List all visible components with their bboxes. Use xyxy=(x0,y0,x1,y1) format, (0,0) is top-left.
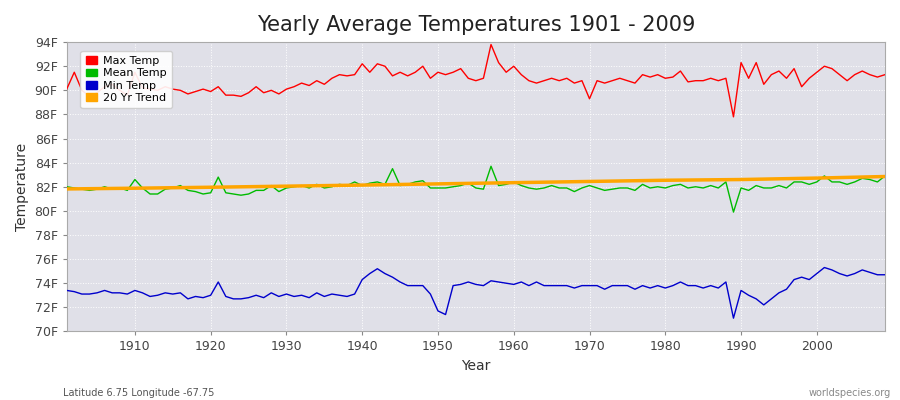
Text: worldspecies.org: worldspecies.org xyxy=(809,388,891,398)
Legend: Max Temp, Mean Temp, Min Temp, 20 Yr Trend: Max Temp, Mean Temp, Min Temp, 20 Yr Tre… xyxy=(80,50,172,108)
Title: Yearly Average Temperatures 1901 - 2009: Yearly Average Temperatures 1901 - 2009 xyxy=(256,15,695,35)
Y-axis label: Temperature: Temperature xyxy=(15,143,29,231)
Text: Latitude 6.75 Longitude -67.75: Latitude 6.75 Longitude -67.75 xyxy=(63,388,214,398)
X-axis label: Year: Year xyxy=(461,359,491,373)
